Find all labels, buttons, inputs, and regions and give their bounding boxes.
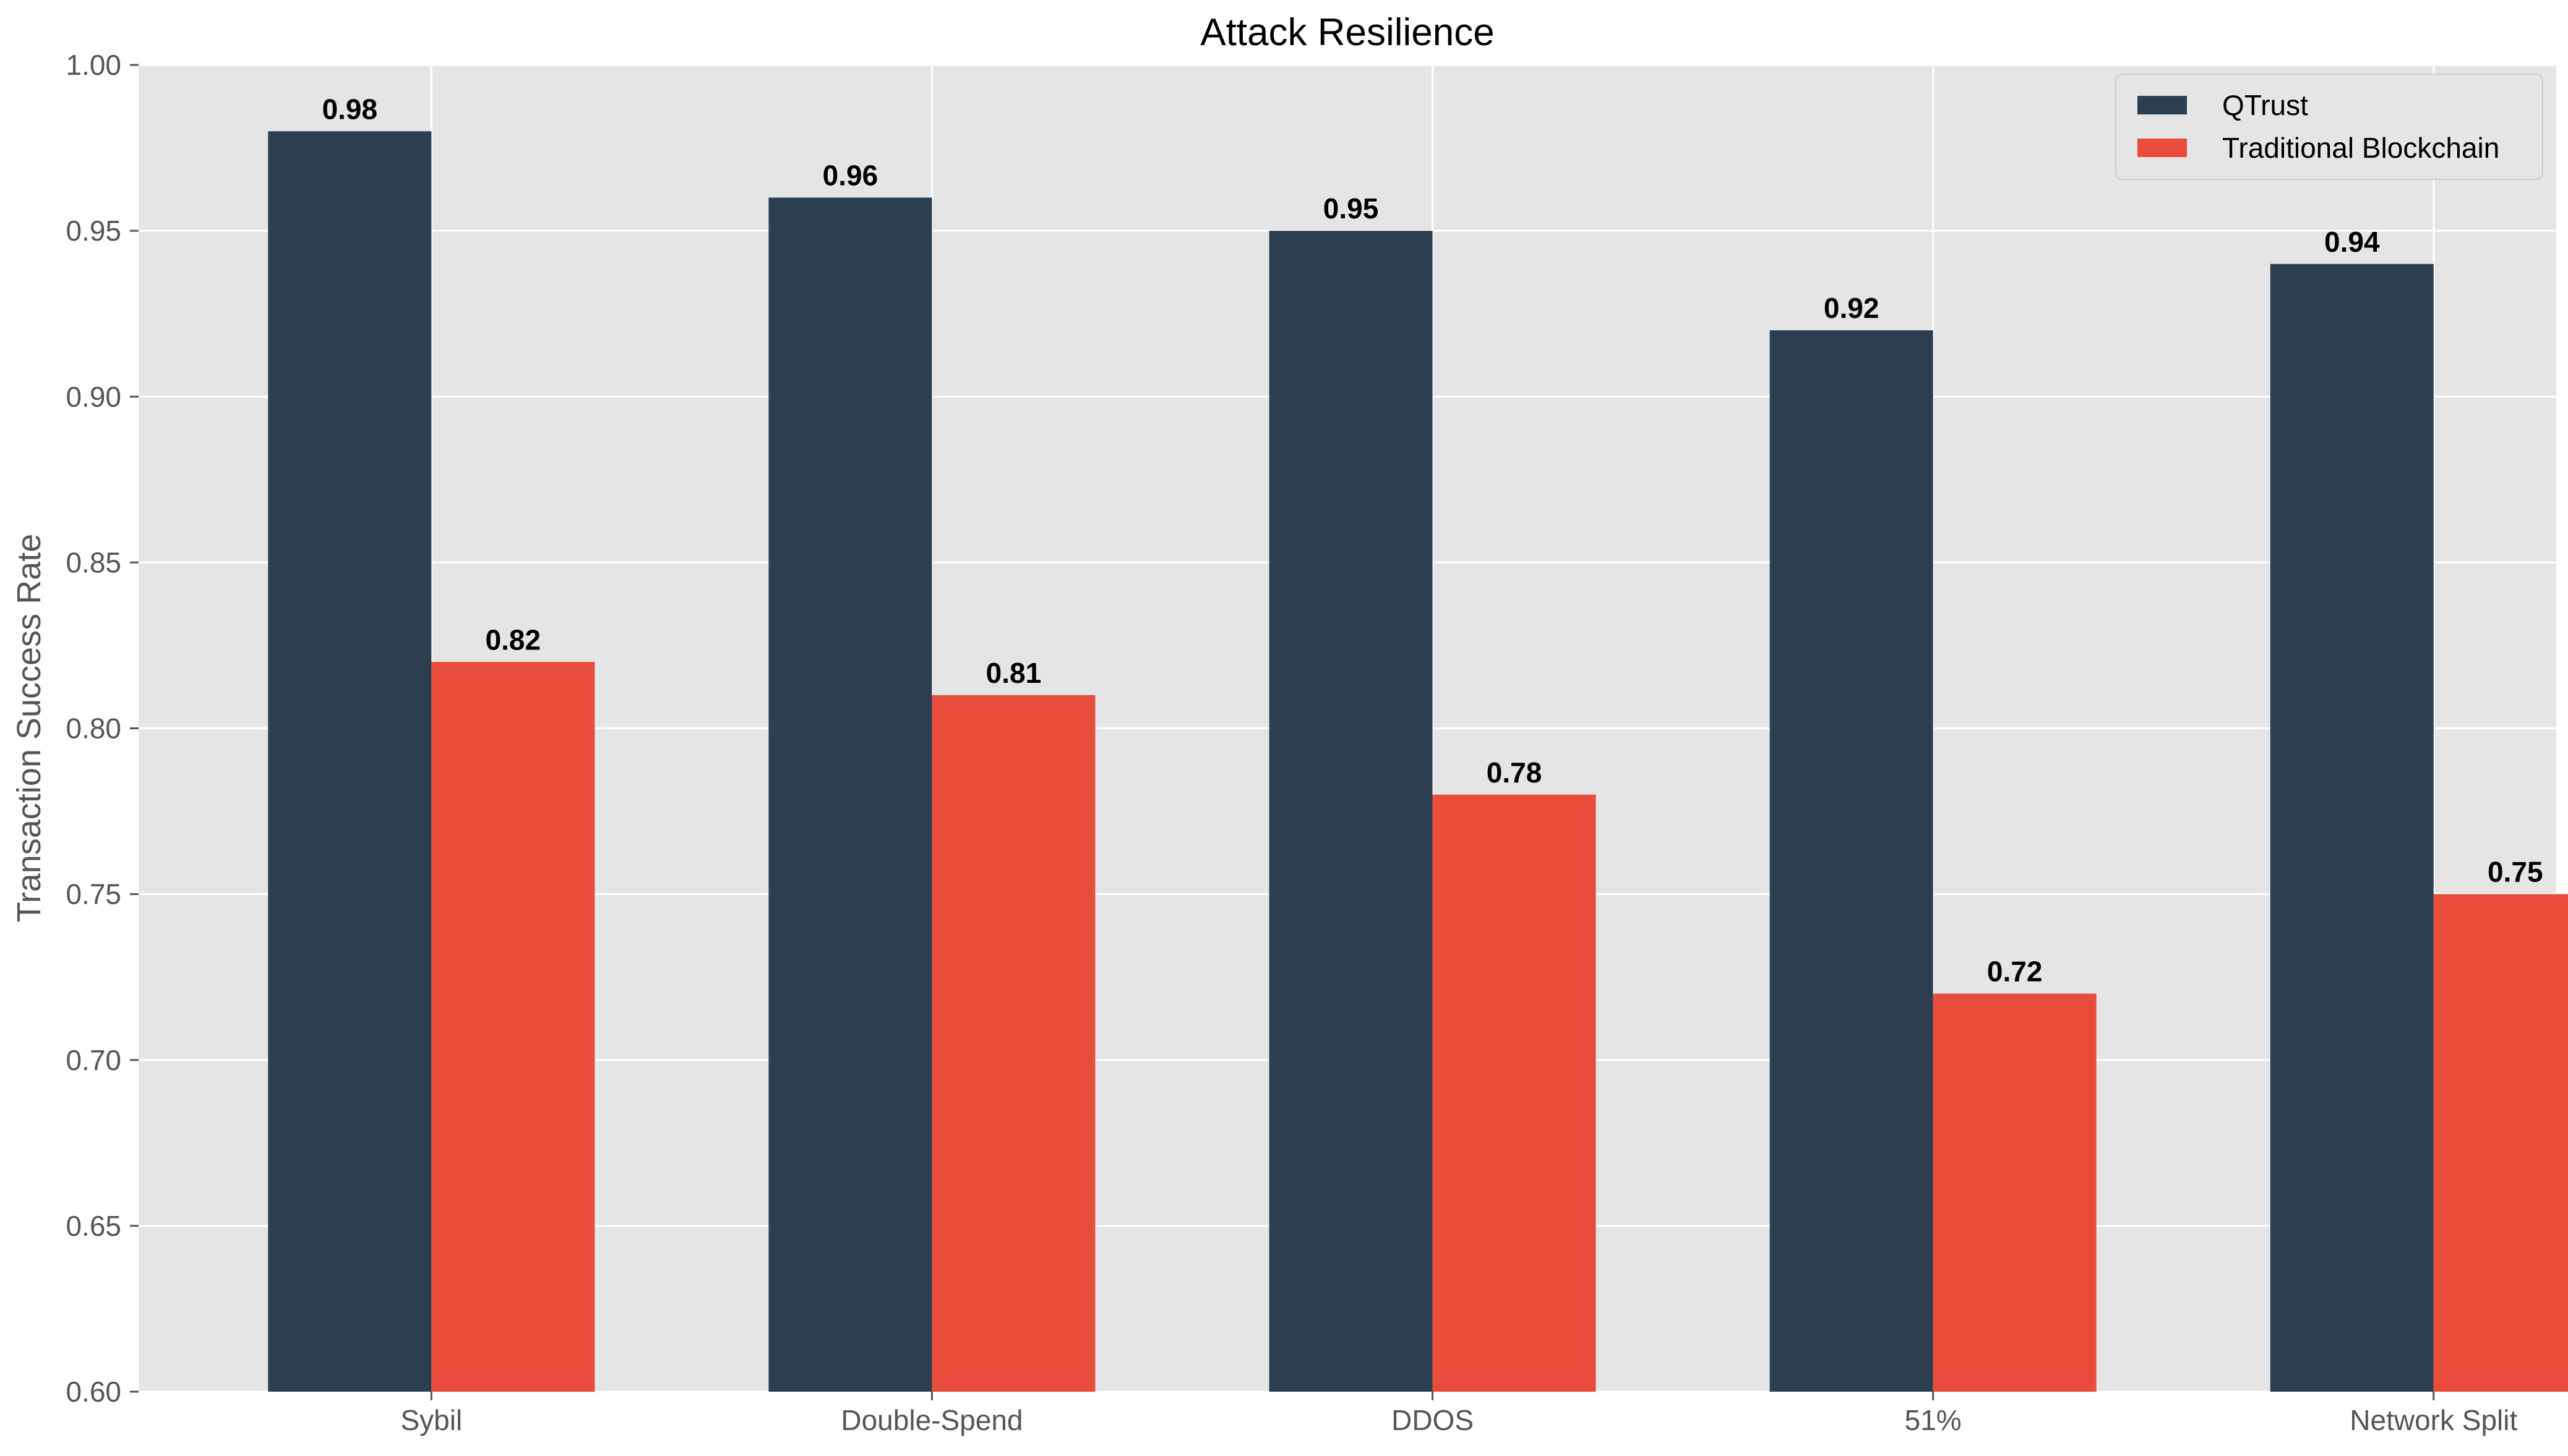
bar-traditional (932, 695, 1095, 1392)
y-tick-label: 0.85 (66, 546, 121, 578)
data-label-qtrust: 0.95 (1323, 192, 1379, 225)
x-tick-label: Double-Spend (841, 1404, 1023, 1436)
y-tick-label: 0.95 (66, 215, 121, 247)
y-tick-label: 0.90 (66, 380, 121, 413)
x-tick-label: 51% (1905, 1404, 1962, 1436)
bar-qtrust (1269, 231, 1433, 1392)
y-tick-label: 0.80 (66, 713, 121, 745)
y-tick-label: 0.60 (66, 1376, 121, 1408)
y-tick-label: 1.00 (66, 49, 121, 81)
bar-qtrust (2270, 264, 2434, 1392)
legend-label-qtrust: QTrust (2222, 89, 2308, 121)
legend: QTrust Traditional Blockchain (2116, 74, 2543, 179)
legend-swatch-traditional (2137, 139, 2187, 157)
bar-traditional (2434, 894, 2568, 1392)
x-tick-label: DDOS (1391, 1404, 1474, 1436)
y-tick-label: 0.65 (66, 1210, 121, 1242)
data-label-traditional: 0.72 (1987, 956, 2043, 988)
x-tick-label: Network Split (2350, 1404, 2517, 1436)
bar-traditional (1433, 795, 1596, 1392)
bar-traditional (431, 662, 595, 1392)
y-tick-label: 0.70 (66, 1044, 121, 1076)
y-tick-label: 0.75 (66, 878, 121, 910)
data-label-qtrust: 0.92 (1824, 292, 1879, 324)
data-label-qtrust: 0.98 (322, 93, 378, 125)
data-label-traditional: 0.78 (1487, 756, 1542, 789)
data-label-traditional: 0.81 (986, 657, 1042, 689)
x-tick-label: Sybil (400, 1404, 462, 1436)
legend-swatch-qtrust (2137, 96, 2187, 114)
bar-qtrust (768, 198, 932, 1392)
bar-qtrust (268, 131, 431, 1392)
data-label-qtrust: 0.96 (823, 160, 878, 192)
bar-traditional (1933, 994, 2097, 1392)
bar-qtrust (1770, 330, 1933, 1392)
legend-label-traditional: Traditional Blockchain (2222, 132, 2499, 164)
data-label-traditional: 0.82 (486, 623, 541, 656)
chart-title: Attack Resilience (1200, 11, 1495, 54)
data-label-qtrust: 0.94 (2324, 226, 2380, 258)
data-label-traditional: 0.75 (2488, 856, 2543, 888)
y-axis-label: Transaction Success Rate (11, 534, 48, 922)
